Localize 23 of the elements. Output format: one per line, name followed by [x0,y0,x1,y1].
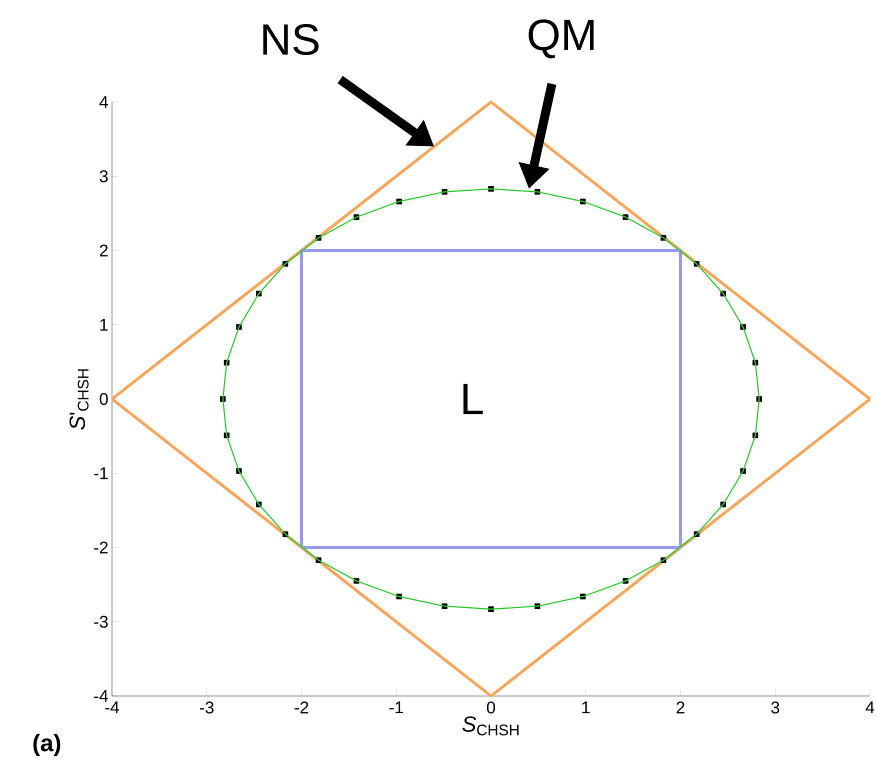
x-tick-label: -2 [294,702,308,714]
x-axis-title: S$_{CHSH}$ [462,716,519,736]
text: QM [528,19,594,58]
y-tick-label: 3 [100,170,108,182]
y-tick-label: 1 [100,318,108,331]
x-tick-label: 0 [486,702,496,714]
x-tick-label: 1 [582,702,590,714]
x-tick-label: 2 [676,702,684,714]
y-tick-label: -2 [94,542,108,554]
y-tick-label: 2 [100,244,108,256]
x-tick-label: 4 [866,702,874,714]
x-tick-label: 3 [771,702,780,714]
annotation: L [463,384,483,414]
y-tick-label: 0 [100,393,108,406]
x-tick-label: -3 [200,702,214,714]
y-tick-label: 4 [99,96,108,108]
text: (a) [33,734,60,756]
y-tick-label: -3 [94,616,108,628]
x-tick-label: -1 [389,702,403,714]
y-tick-label: -1 [94,467,108,480]
text: NS [263,24,319,56]
y-tick-label: -4 [94,690,108,702]
y-axis-title: S'$_{CHSH}$ [70,369,89,430]
